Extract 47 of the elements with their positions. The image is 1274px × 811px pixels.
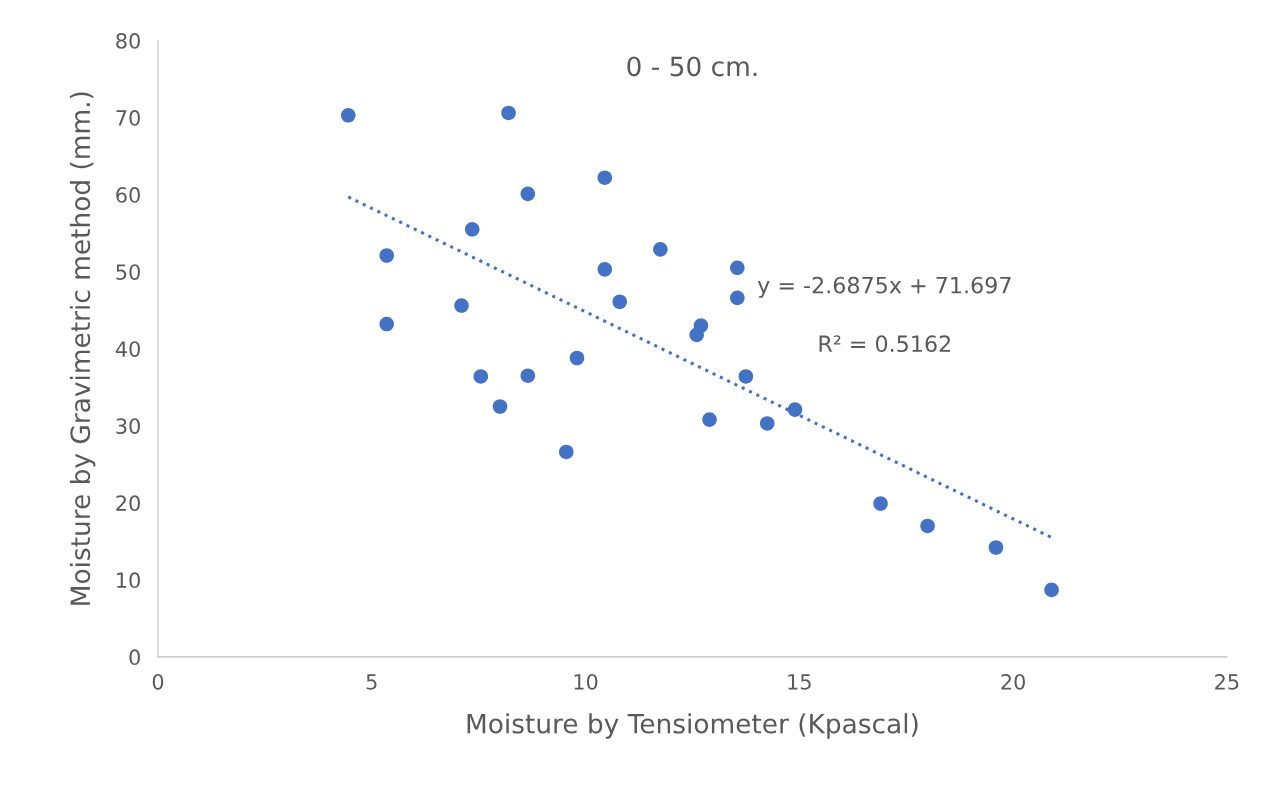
point — [520, 368, 536, 383]
y-tick-label: 60 — [116, 187, 140, 203]
point — [340, 108, 356, 123]
x-tick-label: 0 — [152, 673, 164, 690]
point — [730, 260, 745, 276]
point — [520, 186, 536, 202]
point — [612, 294, 628, 310]
point — [653, 242, 668, 257]
point — [988, 540, 1004, 555]
y-tick-label: 20 — [116, 495, 140, 512]
point — [597, 262, 613, 277]
point — [702, 412, 717, 427]
annotation: y = -2.6875x + 71.697 — [757, 276, 1011, 298]
point — [873, 496, 888, 511]
x-tick-label: 25 — [1215, 673, 1239, 690]
x-tick-label: 15 — [788, 674, 811, 690]
point — [559, 444, 574, 460]
point — [730, 290, 745, 306]
point — [787, 402, 803, 417]
point — [920, 518, 935, 534]
y-tick-label: 30 — [116, 418, 140, 434]
point — [569, 350, 585, 366]
point — [501, 105, 516, 121]
point — [473, 369, 489, 384]
point — [464, 222, 480, 237]
point — [689, 327, 704, 343]
x-axis-title: Moisture by Tensiometer (Kpascal) — [467, 713, 918, 739]
x-tick-label: 20 — [1001, 673, 1025, 690]
y-tick-label: 80 — [116, 33, 140, 49]
y-axis-title: Moisture by Gravimetric method (mm.) — [69, 92, 96, 605]
point — [597, 170, 613, 185]
chart-title: 0 - 50 cm. — [627, 56, 757, 77]
annotation: R² = 0.5162 — [819, 335, 951, 353]
y-tick-label: 10 — [117, 572, 140, 589]
x-tick-label: 10 — [574, 673, 598, 690]
point — [454, 298, 469, 313]
y-tick-label: 50 — [116, 264, 140, 280]
y-tick-label: 70 — [116, 110, 140, 126]
point — [759, 416, 775, 431]
point — [492, 399, 508, 414]
y-tick-label: 40 — [115, 341, 140, 357]
x-tick-label: 5 — [366, 674, 377, 690]
point — [1044, 582, 1059, 598]
point — [379, 316, 394, 332]
point — [738, 369, 754, 384]
y-tick-label: 0 — [129, 649, 140, 666]
point — [379, 248, 394, 263]
